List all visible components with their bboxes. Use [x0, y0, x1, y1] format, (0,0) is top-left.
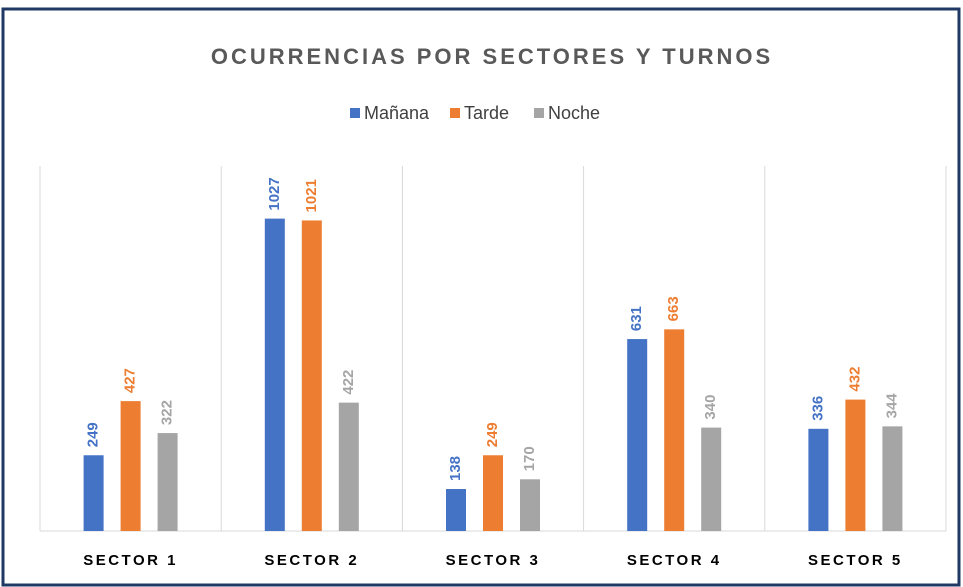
x-tick-label: SECTOR 4: [627, 552, 722, 569]
data-label: 1021: [303, 179, 320, 212]
bar: [483, 455, 503, 531]
chart-title: OCURRENCIAS POR SECTORES Y TURNOS: [211, 44, 773, 69]
legend-swatch: [534, 108, 544, 118]
bar: [845, 399, 866, 531]
bar: [520, 479, 540, 531]
data-label: 249: [85, 422, 102, 447]
data-label: 138: [447, 456, 464, 481]
legend-swatch: [450, 108, 460, 118]
data-label: 170: [521, 446, 538, 471]
data-label: 422: [340, 370, 357, 395]
bar: [701, 427, 722, 531]
data-label: 1027: [266, 177, 283, 210]
bar: [882, 426, 903, 531]
legend-label: Tarde: [464, 103, 509, 123]
bar: [446, 489, 466, 531]
data-label: 663: [665, 296, 682, 321]
x-tick-label: SECTOR 1: [83, 552, 178, 569]
bar: [301, 220, 322, 531]
bar: [627, 339, 648, 531]
data-label: 344: [883, 393, 900, 419]
data-label: 336: [809, 396, 826, 421]
legend-label: Noche: [548, 103, 600, 123]
bar: [157, 433, 178, 531]
data-label: 322: [159, 400, 176, 425]
legend-label: Mañana: [364, 103, 430, 123]
data-label: 249: [484, 422, 501, 447]
bar: [83, 455, 104, 531]
data-label: 432: [846, 367, 863, 392]
x-tick-label: SECTOR 5: [808, 552, 903, 569]
legend-swatch: [350, 108, 360, 118]
x-tick-label: SECTOR 2: [264, 552, 359, 569]
data-label: 631: [628, 306, 645, 331]
bar: [120, 401, 141, 531]
bar: [808, 428, 829, 531]
x-tick-label: SECTOR 3: [446, 552, 541, 569]
data-label: 340: [702, 395, 719, 420]
bar: [264, 218, 285, 531]
data-label: 427: [122, 368, 139, 393]
bar: [338, 402, 359, 531]
bar: [664, 329, 685, 531]
